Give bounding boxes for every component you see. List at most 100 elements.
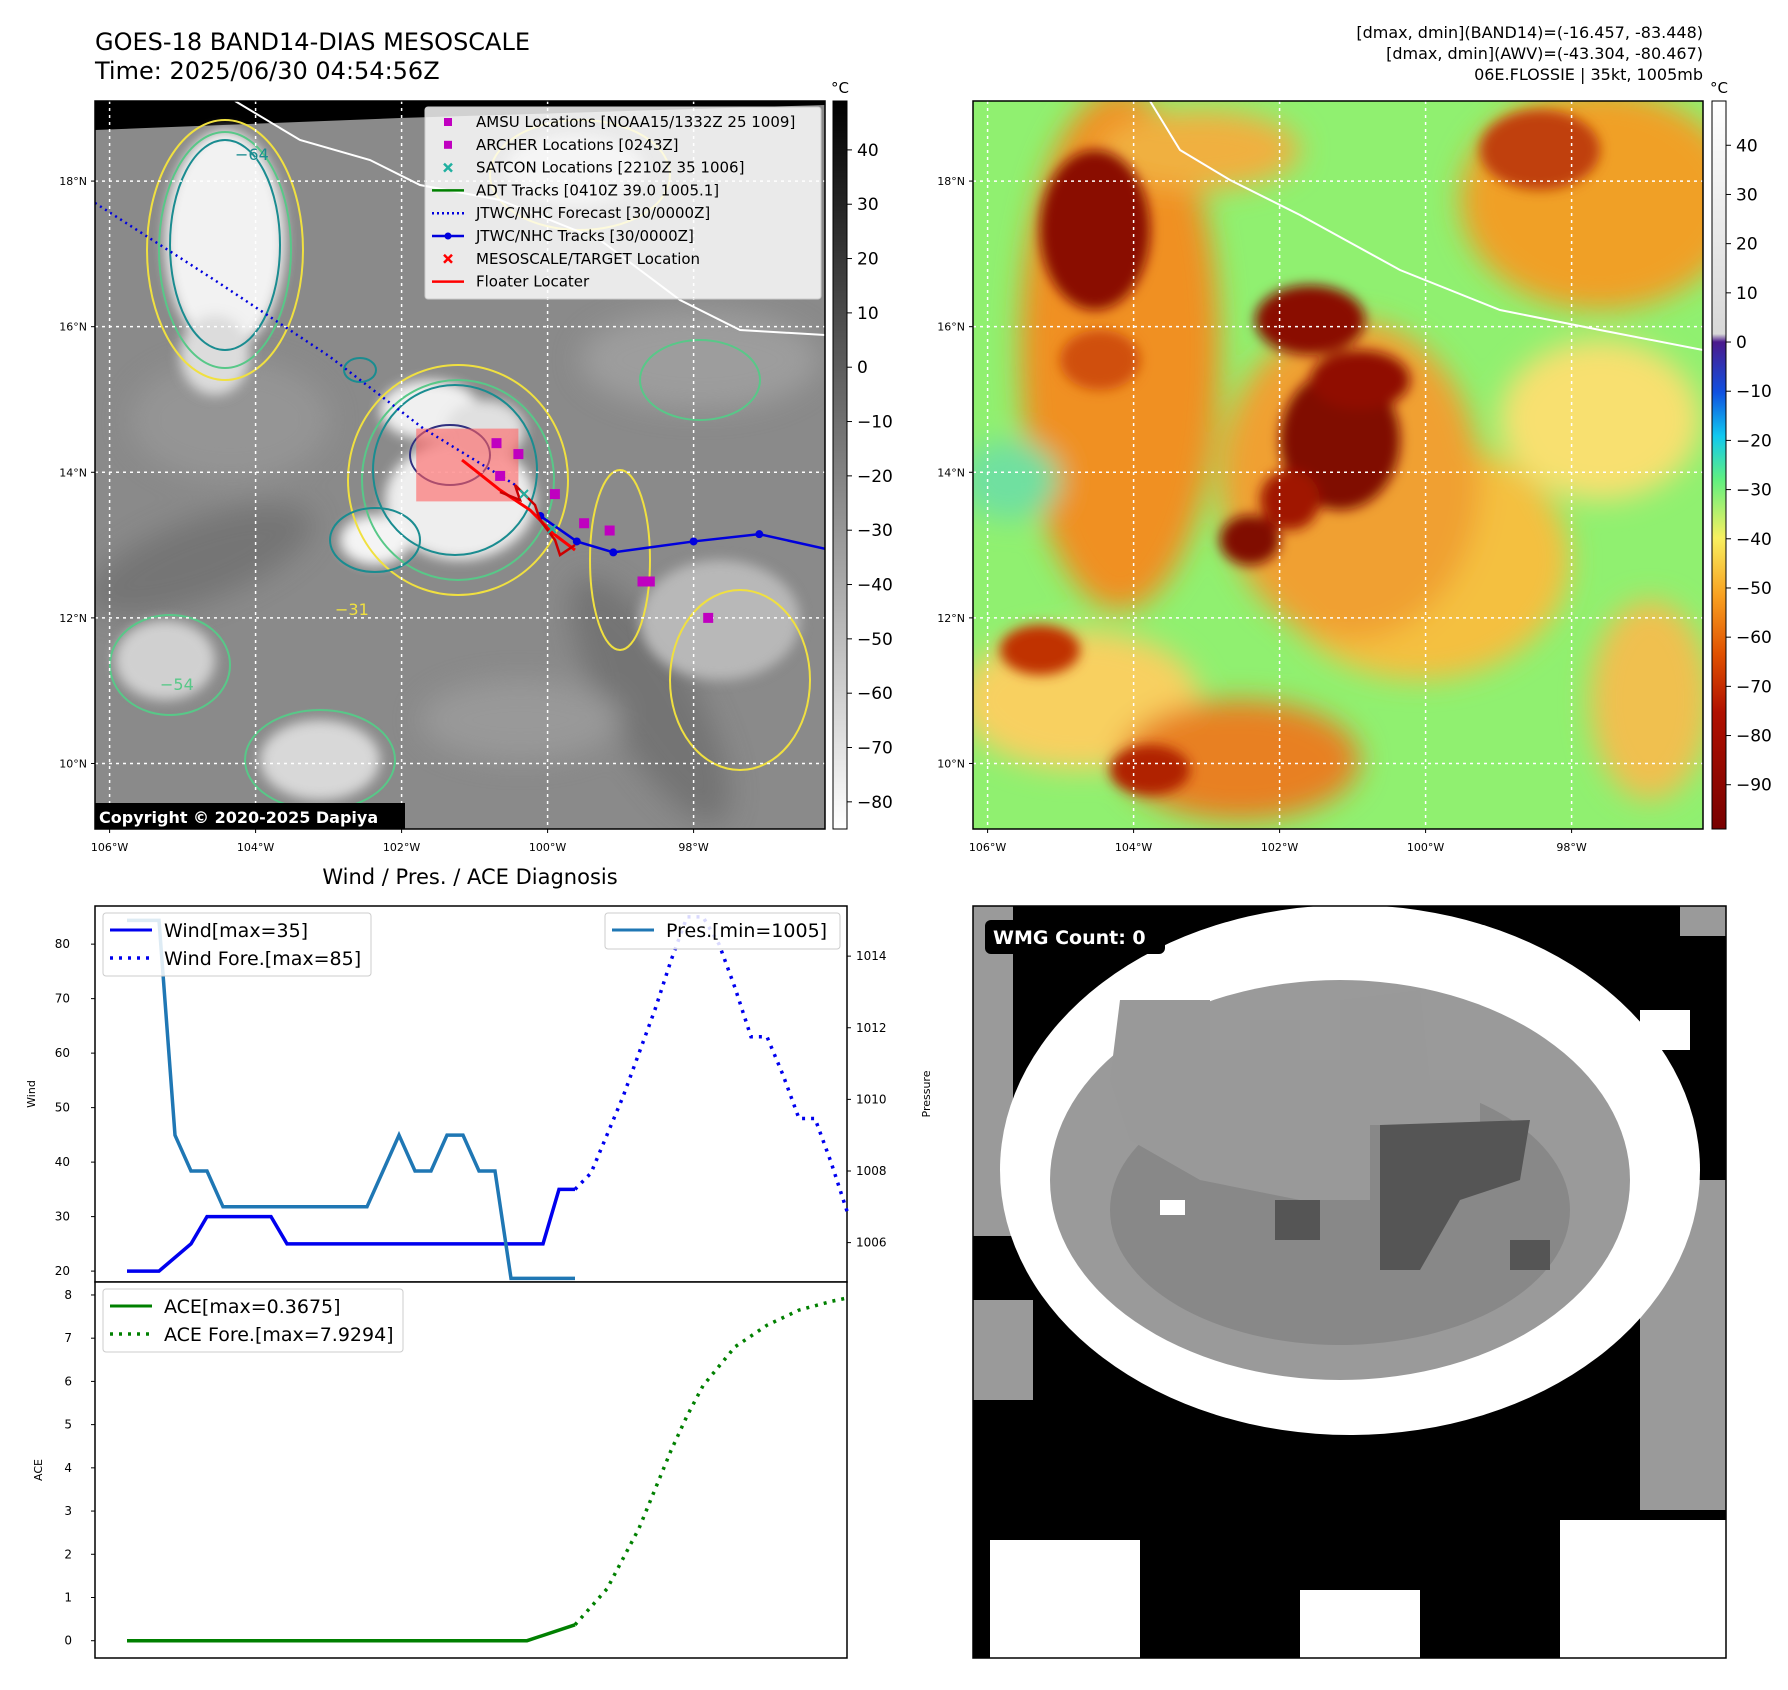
colorbar-tick-label: −50 xyxy=(1736,579,1772,599)
legend-wind: Wind[max=35] xyxy=(164,920,308,942)
left-lon-tick-label: 102°W xyxy=(383,841,420,854)
colorbar-tick-label: −40 xyxy=(1736,530,1772,550)
stats-storm: 06E.FLOSSIE | 35kt, 1005mb xyxy=(1474,65,1703,84)
pressure-axis-label: Pressure xyxy=(920,1070,933,1117)
best-track-point xyxy=(572,537,581,546)
left-lat-tick-label: 14°N xyxy=(59,466,87,479)
left-map-legend: AMSU Locations [NOAA15/1332Z 25 1009] ARC… xyxy=(424,106,822,300)
ace-tick-label: 5 xyxy=(64,1418,72,1432)
pressure-tick-label: 1006 xyxy=(856,1236,887,1250)
colorbar-tick-label: −20 xyxy=(857,467,893,487)
legend-item-label: JTWC/NHC Tracks [30/0000Z] xyxy=(475,227,694,245)
right-colorbar-unit: °C xyxy=(1710,79,1728,97)
colorbar-tick-label: 10 xyxy=(857,304,879,324)
stats-awv: [dmax, dmin](AWV)=(-43.304, -80.467) xyxy=(1386,44,1703,63)
wind-pressure-chart: 20 30 40 50 60 70 80 1006 1008 1010 1012 1014 Wind… xyxy=(25,905,933,1283)
best-track-point xyxy=(609,548,618,557)
legend-ace: ACE[max=0.3675] xyxy=(164,1296,341,1318)
left-colorbar-unit: °C xyxy=(831,79,849,97)
legend-pressure: Pres.[min=1005] xyxy=(666,920,827,942)
colorbar-tick-label: 20 xyxy=(1736,235,1758,255)
ace-axis-label: ACE xyxy=(32,1459,45,1481)
colorbar-tick-label: 0 xyxy=(857,358,868,378)
amsu-point xyxy=(644,576,655,587)
colorbar-tick-label: −40 xyxy=(857,576,893,596)
colorbar-tick-label: −70 xyxy=(1736,677,1772,697)
left-colorbar xyxy=(832,100,848,830)
ace-tick-label: 1 xyxy=(64,1590,72,1604)
best-track-point xyxy=(755,530,764,539)
colorbar-tick-label: −10 xyxy=(857,413,893,433)
wind-tick-label: 80 xyxy=(55,937,70,951)
best-track xyxy=(539,514,825,554)
wind-tick-label: 20 xyxy=(55,1264,70,1278)
legend-item-label: SATCON Locations [2210Z 35 1006] xyxy=(476,159,744,177)
colorbar-tick-label: −60 xyxy=(1736,628,1772,648)
amsu-point xyxy=(491,438,502,449)
left-ir-map: −31 −54 −64 AMSU Locations [NOAA15/1332Z… xyxy=(59,79,893,854)
right-lat-tick-label: 10°N xyxy=(937,757,965,770)
ace-series-line xyxy=(127,1623,576,1643)
colorbar-tick-label: 20 xyxy=(857,250,879,270)
ace-legend: ACE[max=0.3675] ACE Fore.[max=7.9294] xyxy=(102,1288,404,1353)
right-lat-tick-label: 18°N xyxy=(937,175,965,188)
diagnosis-title: Wind / Pres. / ACE Diagnosis xyxy=(322,865,617,889)
series-line xyxy=(127,918,575,1281)
left-lat-tick-label: 10°N xyxy=(59,757,87,770)
right-lon-tick-label: 106°W xyxy=(969,841,1006,854)
legend-item-label: AMSU Locations [NOAA15/1332Z 25 1009] xyxy=(476,113,795,131)
colorbar-tick-label: −80 xyxy=(857,793,893,813)
satcon-markers xyxy=(519,489,557,534)
right-lon-tick-label: 98°W xyxy=(1556,841,1586,854)
colorbar-tick-label: −70 xyxy=(857,739,893,759)
right-lat-tick-label: 14°N xyxy=(937,466,965,479)
colorbar-tick-label: 40 xyxy=(857,141,879,161)
colorbar-tick-label: −60 xyxy=(857,684,893,704)
legend-ace-forecast: ACE Fore.[max=7.9294] xyxy=(164,1324,394,1346)
contour-label-2: −54 xyxy=(160,675,194,694)
legend-wind-forecast: Wind Fore.[max=85] xyxy=(164,948,361,970)
copyright-label: Copyright © 2020-2025 Dapiya xyxy=(99,808,378,827)
ace-tick-label: 3 xyxy=(64,1504,72,1518)
left-lat-tick-label: 18°N xyxy=(59,175,87,188)
colorbar-tick-label: −30 xyxy=(1736,481,1772,501)
wind-tick-label: 50 xyxy=(55,1101,70,1115)
pressure-tick-label: 1010 xyxy=(856,1092,887,1106)
figure-title: GOES-18 BAND14-DIAS MESOSCALE xyxy=(95,28,530,56)
legend-item-label: Floater Locater xyxy=(476,273,590,291)
ace-tick-label: 7 xyxy=(64,1331,72,1345)
contour-label-3: −64 xyxy=(235,145,269,164)
ace-tick-label: 6 xyxy=(64,1374,72,1388)
wind-tick-label: 60 xyxy=(55,1046,70,1060)
right-lon-tick-label: 104°W xyxy=(1115,841,1152,854)
legend-item-label: ADT Tracks [0410Z 39.0 1005.1] xyxy=(476,181,719,199)
amsu-point xyxy=(637,576,648,587)
ace-tick-label: 0 xyxy=(64,1634,72,1648)
colorbar-tick-label: 0 xyxy=(1736,333,1747,353)
colorbar-tick-label: −50 xyxy=(857,630,893,650)
amsu-point xyxy=(604,525,615,536)
colorbar-tick-label: −90 xyxy=(1736,776,1772,796)
colorbar-tick-label: −30 xyxy=(857,521,893,541)
colorbar-tick-label: 10 xyxy=(1736,284,1758,304)
wind-tick-label: 70 xyxy=(55,992,70,1006)
ace-tick-label: 2 xyxy=(64,1547,72,1561)
colorbar-tick-label: 30 xyxy=(1736,185,1758,205)
right-color-map: 18°N16°N14°N12°N10°N 106°W 104°W 102°W 100°… xyxy=(937,79,1772,854)
amsu-point xyxy=(579,518,590,529)
pressure-tick-label: 1014 xyxy=(856,949,887,963)
contour-label-1: −31 xyxy=(335,600,369,619)
colorbar-tick-label: −10 xyxy=(1736,382,1772,402)
right-lon-tick-label: 100°W xyxy=(1407,841,1444,854)
colorbar-tick-label: −80 xyxy=(1736,727,1772,747)
wind-axis-label: Wind xyxy=(25,1080,38,1108)
colorbar-tick-label: 30 xyxy=(857,195,879,215)
colorbar-tick-label: −20 xyxy=(1736,431,1772,451)
right-lat-tick-label: 16°N xyxy=(937,321,965,334)
left-lon-tick-label: 98°W xyxy=(678,841,708,854)
legend-item-label: JTWC/NHC Forecast [30/0000Z] xyxy=(475,204,710,222)
wind-tick-label: 30 xyxy=(55,1210,70,1224)
left-lon-tick-label: 106°W xyxy=(91,841,128,854)
ace-tick-label: 8 xyxy=(64,1288,72,1302)
